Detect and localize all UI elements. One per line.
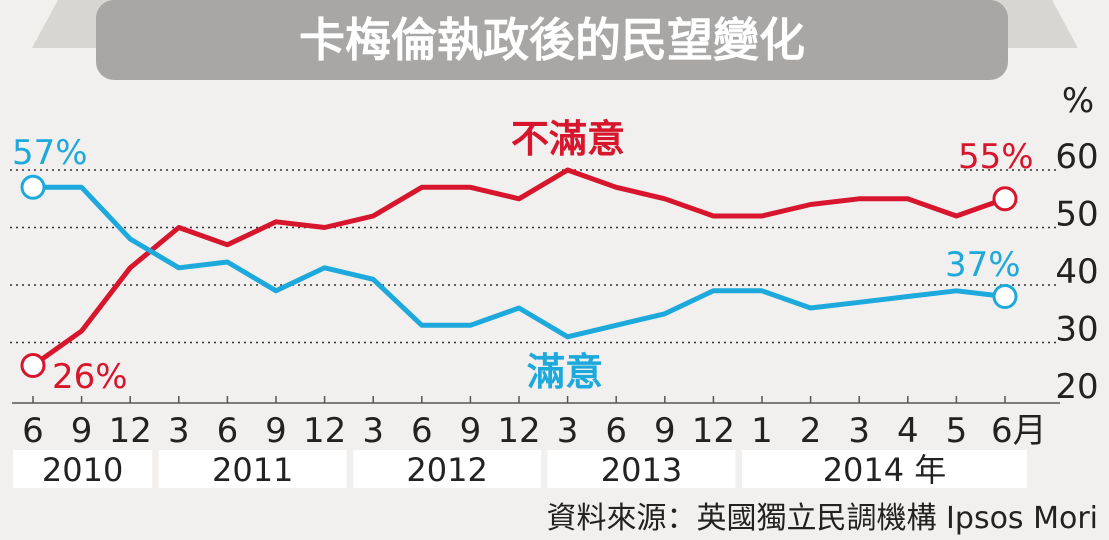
year-label: 2013	[601, 451, 682, 489]
x-tick-label: 9	[460, 411, 482, 451]
x-tick-label: 6	[22, 411, 44, 451]
x-tick-label: 9	[654, 411, 676, 451]
x-tick-label: 2	[800, 411, 822, 451]
dissatisfied-endpoint-marker	[20, 353, 46, 378]
y-tick-label: 50	[1055, 195, 1098, 235]
satisfied-end-label: 37%	[945, 245, 1021, 285]
satisfied-endpoint-marker	[992, 284, 1018, 309]
x-tick-label: 9	[71, 411, 93, 451]
year-box	[547, 450, 736, 488]
x-tick-label: 12	[109, 411, 152, 451]
x-tick-label: 12	[692, 411, 735, 451]
x-tick-label: 1	[751, 411, 773, 451]
y-tick-label: 20	[1055, 367, 1098, 407]
x-ticks	[32, 396, 1006, 403]
dissatisfied-start-label: 26%	[52, 357, 128, 397]
dissatisfied-line	[30, 167, 1008, 368]
x-tick-label: 4	[897, 411, 919, 451]
year-box	[353, 450, 541, 488]
year-label: 2011	[212, 451, 293, 489]
series-label-dissatisfied: 不滿意	[511, 117, 625, 161]
y-tick-label: 60	[1055, 137, 1098, 177]
satisfied-endpoint-marker	[20, 174, 46, 200]
x-tick-label: 6月	[991, 411, 1047, 451]
y-axis-labels: 60 50 40 30 20	[1055, 137, 1098, 407]
x-tick-label: 6	[217, 411, 239, 451]
x-tick-label: 3	[848, 411, 870, 451]
satisfied-line	[30, 184, 1008, 340]
x-tick-label: 3	[362, 411, 384, 451]
x-axis-labels: 6 9 12 3 6 9 12 3 6 9 12 3 6 9 12 1 2 3 4 5 6月	[22, 411, 1046, 451]
year-box	[13, 450, 153, 488]
chart-title: 卡梅倫執政後的民望變化	[299, 13, 805, 67]
title-banner: 卡梅倫執政後的民望變化	[32, 0, 1078, 80]
x-tick-label: 12	[497, 411, 540, 451]
year-row: 2010 2011 2012 2013 2014 年	[13, 450, 1027, 489]
x-tick-label: 6	[411, 411, 433, 451]
y-tick-label: 30	[1055, 310, 1098, 350]
source-note: 資料來源：英國獨立民調機構 Ipsos Mori	[547, 501, 1098, 536]
x-tick-label: 3	[557, 411, 579, 451]
y-tick-label: 40	[1055, 252, 1098, 292]
series-layer	[20, 167, 1018, 378]
x-tick-label: 5	[946, 411, 968, 451]
satisfied-start-label: 57%	[12, 133, 88, 173]
year-label: 2012	[406, 451, 487, 489]
year-box	[158, 450, 347, 488]
dissatisfied-endpoint-marker	[992, 186, 1018, 212]
x-tick-label: 12	[303, 411, 346, 451]
plot-area	[10, 110, 1060, 405]
series-label-satisfied: 滿意	[527, 350, 603, 394]
year-box	[742, 450, 1027, 488]
x-tick-label: 9	[265, 411, 287, 451]
y-axis-unit: %	[1062, 81, 1094, 121]
dissatisfied-end-label: 55%	[958, 137, 1034, 177]
x-tick-label: 3	[168, 411, 190, 451]
year-label: 2010	[42, 451, 123, 489]
x-tick-label: 6	[605, 411, 627, 451]
year-label: 2014 年	[823, 451, 947, 489]
